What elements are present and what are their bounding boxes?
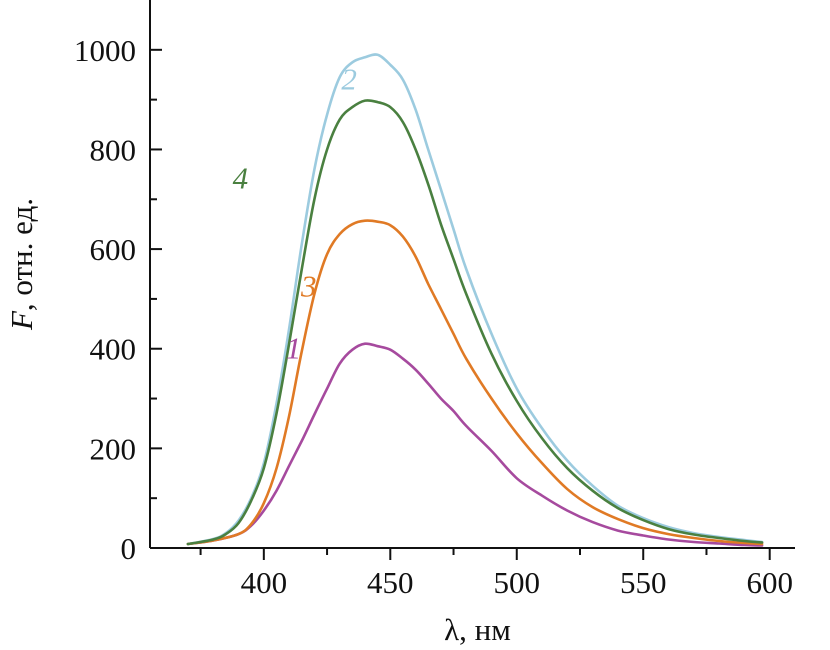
x-tick-label: 450 [367, 565, 414, 600]
x-tick-label: 500 [494, 565, 541, 600]
x-tick-label: 600 [746, 565, 793, 600]
ticks: 400 450 500 550 600 0 200 400 600 800 1000 [74, 33, 793, 600]
y-tick-label: 800 [90, 132, 137, 167]
y-tick-label: 1000 [74, 33, 136, 68]
series-label-1: 1 [286, 331, 302, 366]
series-label-3: 3 [300, 268, 317, 303]
y-axis-title: F, отн. ед. [4, 198, 39, 331]
series-label-4: 4 [233, 160, 249, 195]
y-tick-label: 600 [90, 232, 137, 267]
y-tick-label: 0 [121, 531, 137, 566]
x-tick-label: 400 [241, 565, 288, 600]
y-tick-label: 200 [90, 431, 137, 466]
y-tick-label: 400 [90, 332, 137, 367]
series-line-1 [186, 342, 764, 547]
y-axis-title-symbol: F [4, 310, 39, 331]
curve-labels: 1 2 3 4 [233, 62, 357, 366]
x-tick-label: 550 [620, 565, 667, 600]
series-label-2: 2 [341, 62, 357, 97]
axes [149, 0, 795, 549]
series-line-3 [186, 219, 764, 546]
series-line-2 [186, 53, 764, 546]
series [186, 53, 764, 547]
x-axis-title: λ, нм [444, 612, 511, 647]
series-line-4 [186, 99, 764, 546]
y-axis-title-units: , отн. ед. [4, 198, 39, 311]
